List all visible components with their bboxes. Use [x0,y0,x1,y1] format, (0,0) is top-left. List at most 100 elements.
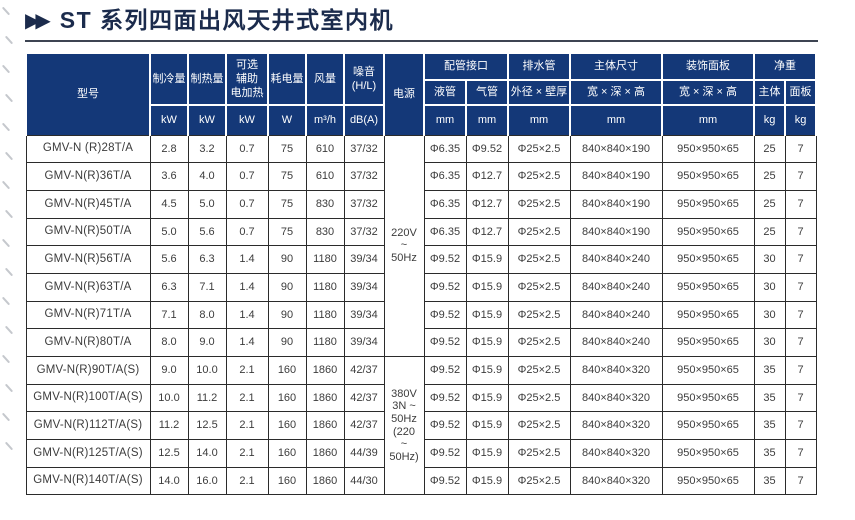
cell-value: 7.1 [149,300,189,330]
table-row: GMV-N(R)36T/A 3.6 4.0 0.7 75 610 37/32 Φ6.35 Φ12… [25,162,817,191]
unit-body-dim: mm [569,104,663,136]
cell-value: 90 [267,328,307,357]
scan-tick [4,35,14,45]
cell-power-supply: 380V 3N ~ 50Hz (220 ~ 50Hz) [383,355,425,496]
cell-value: 35 [753,439,786,468]
cell-value: 30 [753,300,786,330]
cell-value: 840×840×240 [569,300,663,330]
unit-aux-heater: kW [225,104,269,136]
cell-value: 30 [753,328,786,357]
cell-value: 75 [267,134,307,164]
cell-value: 950×950×65 [661,189,755,219]
cell-value: Φ15.9 [465,328,509,357]
col-group-body-dim: 主体尺寸 [569,52,663,81]
cell-value: 9.0 [149,356,189,385]
cell-value: Φ25×2.5 [507,439,571,468]
cell-value: Φ25×2.5 [507,300,571,330]
scan-tick [1,122,11,132]
cell-value: 0.7 [225,189,269,219]
cell-value: Φ9.52 [423,328,467,357]
cell-value: 42/37 [343,411,385,441]
cell-value: Φ6.35 [423,217,467,247]
cell-value: Φ25×2.5 [507,217,571,247]
cell-model: GMV-N(R)56T/A [25,245,151,274]
cell-value: 1860 [305,356,345,385]
scan-tick [4,93,14,103]
table-row: GMV-N(R)45T/A 4.5 5.0 0.7 75 830 37/32 Φ6.35 Φ12… [25,189,817,219]
table-row: GMV-N(R)90T/A(S) 9.0 10.0 2.1 160 1860 42/37 38… [25,355,817,496]
scan-tick [4,267,14,277]
cell-value: 44/39 [343,439,385,468]
cell-model: GMV-N(R)63T/A [25,272,151,302]
cell-value: 30 [753,245,786,274]
col-header-airflow: 风量 [305,52,345,106]
cell-value: 5.0 [149,217,189,247]
title-underline [25,39,818,42]
col-header-weight-panel: 面板 [784,79,817,106]
cell-model: GMV-N(R)140T/A(S) [25,466,151,496]
cell-value: 39/34 [343,245,385,274]
cell-value: 37/32 [343,162,385,191]
cell-value: 1860 [305,466,345,496]
cell-value: Φ15.9 [465,383,509,413]
cell-model: GMV-N(R)50T/A [25,217,151,247]
cell-value: 7 [784,466,817,496]
scan-tick [1,180,11,190]
cell-value: Φ25×2.5 [507,328,571,357]
cell-value: 7 [784,272,817,302]
cell-value: 44/30 [343,466,385,496]
cell-value: 7 [784,134,817,164]
cell-value: 8.0 [149,328,189,357]
cell-model: GMV-N(R)90T/A(S) [25,356,151,385]
cell-value: 840×840×190 [569,217,663,247]
cell-value: 25 [753,189,786,219]
cell-value: Φ25×2.5 [507,272,571,302]
col-group-net-weight: 净重 [753,52,817,81]
cell-value: Φ6.35 [423,162,467,191]
table-row: GMV-N(R)112T/A(S) 11.2 12.5 2.1 160 1860 42/37… [25,411,817,441]
cell-value: 75 [267,162,307,191]
cell-value: 6.3 [149,272,189,302]
cell-value: 75 [267,189,307,219]
unit-weight-panel: kg [784,104,817,136]
cell-value: 610 [305,134,345,164]
cell-value: 1.4 [225,328,269,357]
cell-model: GMV-N(R)71T/A [25,300,151,330]
unit-power-input: W [267,104,307,136]
table-row: GMV-N(R)63T/A 6.3 7.1 1.4 90 1180 39/34 Φ9.52 Φ1… [25,272,817,302]
scan-tick [1,296,11,306]
scan-tick [4,441,14,451]
cell-value: 37/32 [343,189,385,219]
unit-gas-pipe: mm [465,104,509,136]
cell-value: 1.4 [225,300,269,330]
cell-value: 1180 [305,272,345,302]
cell-value: 160 [267,383,307,413]
cell-value: 35 [753,356,786,385]
scan-tick [4,151,14,161]
scan-tick [4,383,14,393]
cell-value: 7 [784,328,817,357]
cell-value: 90 [267,300,307,330]
cell-value: Φ15.9 [465,245,509,274]
cell-value: 1180 [305,300,345,330]
cell-value: 950×950×65 [661,134,755,164]
cell-value: Φ9.52 [423,356,467,385]
col-header-body-dim: 宽 × 深 × 高 [569,79,663,106]
cell-value: Φ6.35 [423,189,467,219]
scan-tick [1,6,11,16]
cell-value: 950×950×65 [661,466,755,496]
cell-value: 1860 [305,439,345,468]
page-edge-scan-marks [0,0,20,520]
cell-value: 840×840×320 [569,356,663,385]
table-row: GMV-N(R)100T/A(S) 10.0 11.2 2.1 160 1860 42/37… [25,383,817,413]
scan-tick [4,325,14,335]
cell-value: 75 [267,217,307,247]
unit-noise: dB(A) [343,104,385,136]
cell-value: Φ9.52 [423,245,467,274]
col-header-power-input: 耗电量 [267,52,307,106]
cell-value: 35 [753,411,786,441]
cell-value: 5.0 [187,189,227,219]
cell-value: 1.4 [225,245,269,274]
cell-value: 160 [267,356,307,385]
cell-value: Φ25×2.5 [507,411,571,441]
